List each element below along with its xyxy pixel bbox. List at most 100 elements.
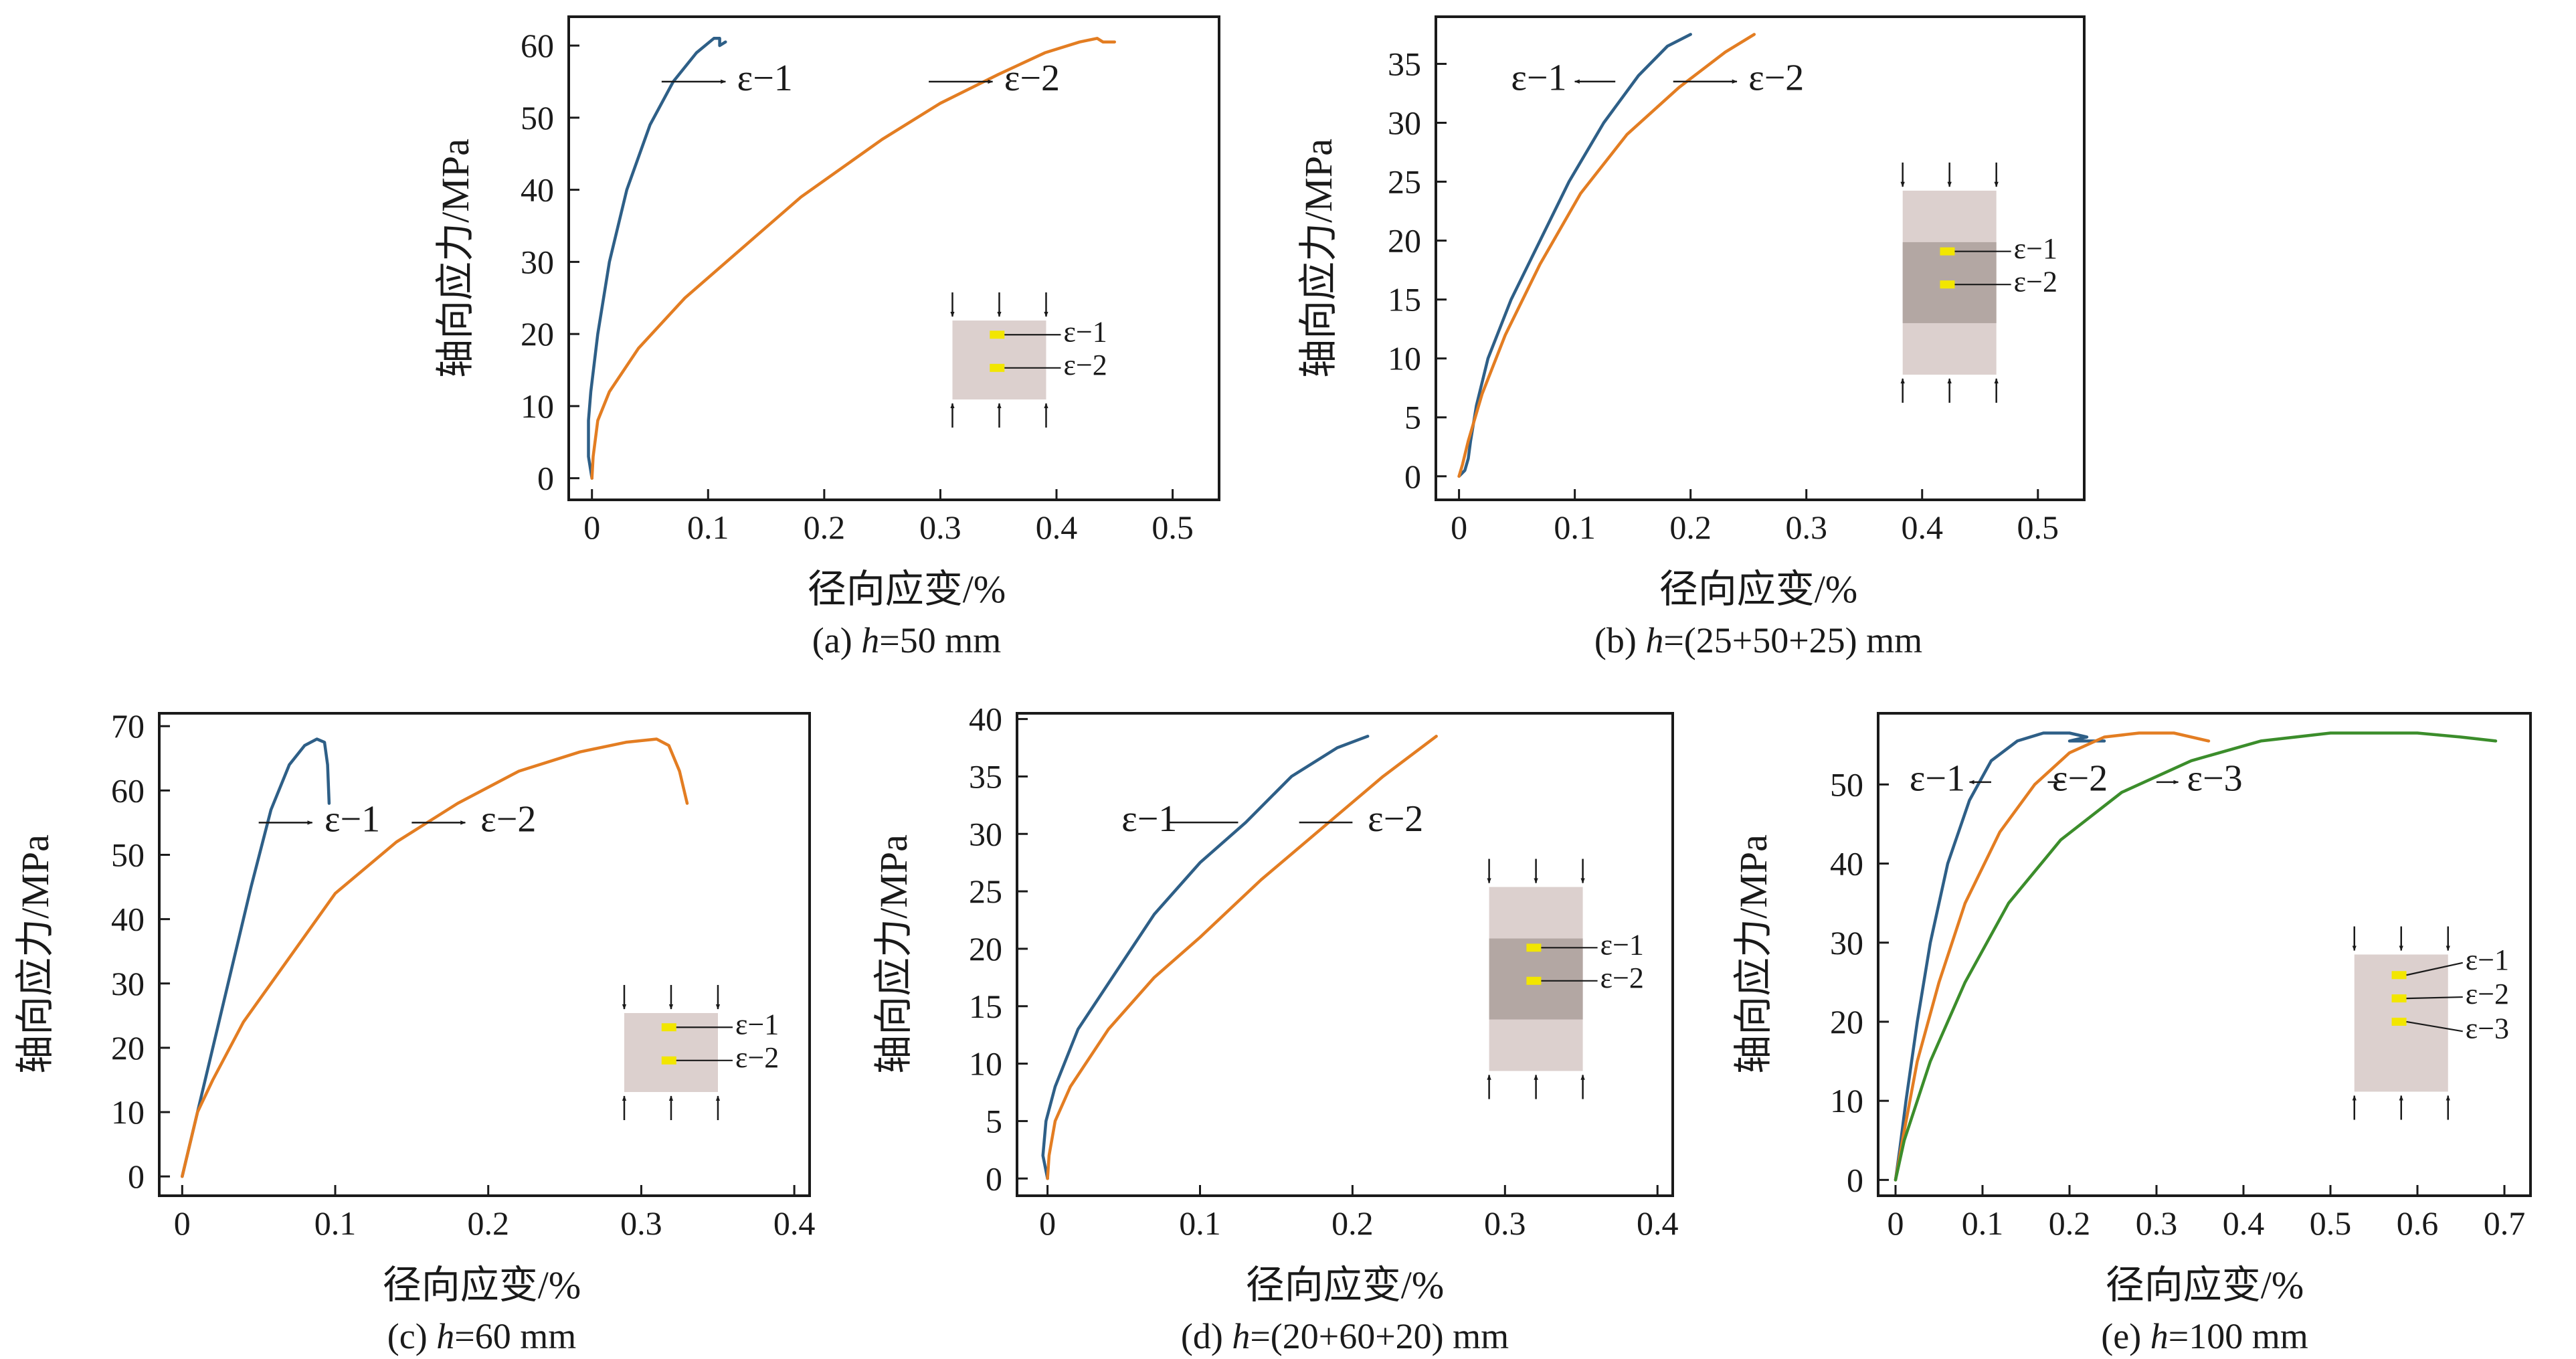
x-tick-label: 0.2 [2049,1204,2091,1242]
x-tick-label: 0.3 [1785,509,1827,546]
series-line-2 [590,37,1117,480]
y-tick-label: 10 [111,1093,145,1131]
y-tick-label: 10 [969,1045,1002,1083]
x-tick-label: 0.4 [1036,509,1078,546]
y-tick-label: 5 [986,1102,1002,1140]
strain-gauge [661,1056,676,1065]
panel-caption: (a) h=50 mm [812,620,1001,660]
specimen-schematic: ε−1ε−2 [1487,858,1644,1099]
y-tick-label: 20 [111,1029,145,1067]
x-axis-label: 径向应变/% [1659,567,1857,611]
series-line-1 [1894,731,2106,1182]
panel-caption: (d) h=(20+60+20) mm [1181,1316,1509,1356]
x-tick-label: 0 [1039,1204,1056,1242]
y-tick-label: 40 [111,901,145,938]
specimen-schematic: ε−1ε−2 [950,292,1107,428]
caption-variable: h [436,1316,454,1356]
x-tick-label: 0.7 [2484,1204,2526,1242]
annotation-label: ε−1 [737,58,793,99]
x-tick-label: 0 [1451,509,1467,546]
y-tick-label: 15 [969,988,1002,1025]
gauge-leader [2406,962,2463,976]
gauge-label: ε−2 [1600,962,1644,994]
y-tick-label: 0 [1404,458,1421,495]
series-line-2 [181,737,689,1178]
x-tick-label: 0.4 [773,1204,816,1242]
x-tick-label: 0.2 [467,1204,509,1242]
x-tick-label: 0.5 [2310,1204,2352,1242]
annotation-label: ε−3 [2187,758,2243,800]
gauge-label: ε−1 [2014,232,2057,265]
x-tick-label: 0.6 [2397,1204,2439,1242]
y-tick-label: 5 [1404,399,1421,436]
caption-variable: h [861,620,879,660]
x-tick-label: 0.4 [1637,1204,1679,1242]
gauge-label: ε−2 [1063,349,1107,381]
strain-gauge [1940,247,1955,256]
panel-caption: (e) h=100 mm [2101,1316,2308,1356]
y-tick-label: 20 [521,315,554,353]
caption-suffix: =100 mm [2169,1316,2308,1356]
y-tick-label: 35 [969,757,1002,795]
y-tick-label: 40 [521,171,554,209]
y-tick-label: 30 [111,965,145,1002]
y-tick-label: 70 [111,707,145,745]
y-axis-label: 轴向应力/MPa [1732,834,1775,1074]
strain-gauge [2391,1017,2407,1026]
x-tick-label: 0 [1888,1204,1904,1242]
y-tick-label: 30 [1388,104,1421,141]
series-line-3 [1894,731,2498,1182]
strain-gauge [1526,976,1542,985]
y-tick-label: 0 [537,460,554,497]
gauge-label: ε−1 [735,1008,779,1040]
caption-variable: h [1232,1316,1250,1356]
y-tick-label: 30 [1830,924,1863,962]
y-tick-label: 30 [969,815,1002,852]
annotation-label: ε−1 [1511,58,1566,99]
gauge-leader [2406,1020,2463,1032]
series-line-1 [1041,735,1370,1180]
x-axis-label: 径向应变/% [383,1263,581,1307]
x-tick-label: 0.2 [804,509,846,546]
y-tick-label: 50 [1830,765,1863,803]
y-tick-label: 15 [1388,281,1421,319]
y-tick-label: 60 [521,27,554,64]
y-tick-label: 25 [969,873,1002,910]
panel-caption: (b) h=(25+50+25) mm [1594,620,1922,660]
caption-prefix: (b) [1594,620,1645,660]
plot-frame [1435,15,2086,501]
annotation-label: ε−1 [1121,798,1177,840]
caption-suffix: =(25+50+25) mm [1663,620,1922,660]
x-tick-label: 0.1 [1962,1204,2004,1242]
y-tick-label: 25 [1388,163,1421,201]
series-line-1 [181,737,331,1178]
y-tick-label: 10 [521,387,554,425]
x-tick-label: 0.4 [2223,1204,2265,1242]
x-tick-label: 0.1 [1179,1204,1221,1242]
y-tick-label: 10 [1830,1082,1863,1119]
strain-gauge [1940,280,1955,289]
series-line-1 [1457,33,1692,478]
series-line-1 [587,37,727,480]
x-axis-label: 径向应变/% [808,567,1006,611]
y-tick-label: 0 [1847,1161,1863,1198]
annotation-label: ε−2 [1368,798,1423,840]
y-tick-label: 20 [1388,222,1421,260]
x-tick-label: 0 [174,1204,191,1242]
x-tick-label: 0.5 [1152,509,1194,546]
x-tick-label: 0 [583,509,600,546]
caption-prefix: (e) [2101,1316,2150,1356]
annotation-label: ε−2 [2052,758,2108,800]
plot-frame [567,15,1220,501]
plot-frame [1877,712,2532,1197]
specimen-schematic: ε−1ε−2 [622,985,779,1120]
y-tick-label: 10 [1388,340,1421,377]
series-line-2 [1046,735,1438,1180]
x-tick-label: 0.2 [1331,1204,1374,1242]
y-tick-label: 50 [521,99,554,137]
annotation-label: ε−1 [325,798,380,840]
y-tick-label: 50 [111,836,145,873]
